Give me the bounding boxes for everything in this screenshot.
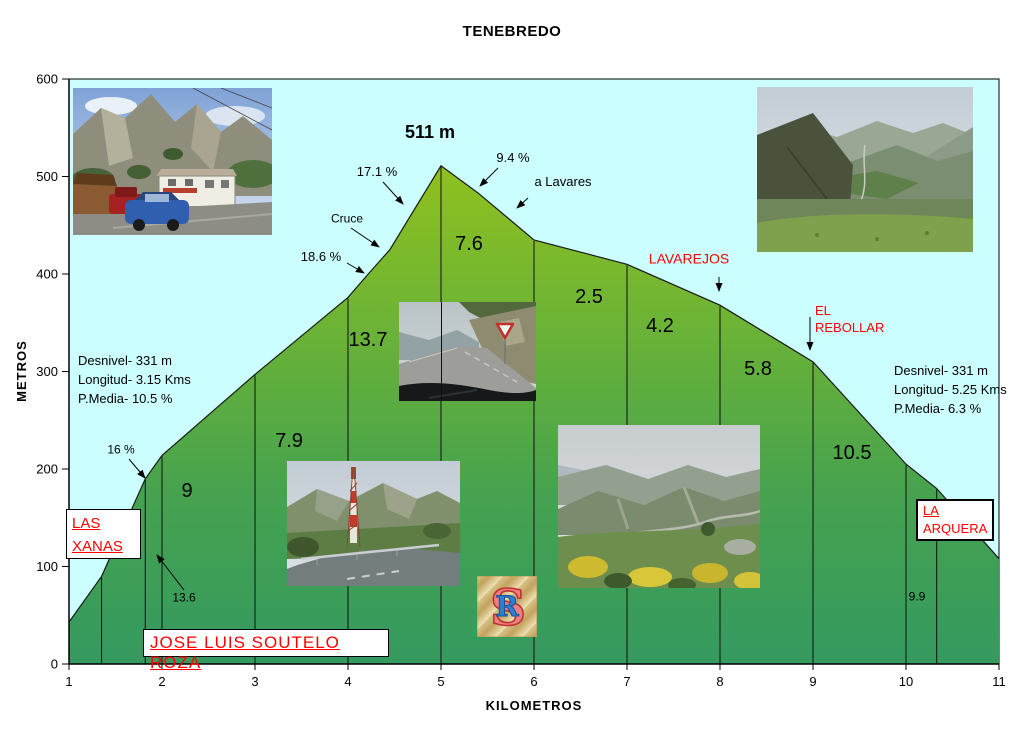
gorse-bush: [568, 556, 608, 578]
climb-pmedia: P.Media- 10.5 %: [78, 390, 173, 406]
x-tick-label: 11: [992, 674, 1006, 689]
segment-grade-13-6: 13.6: [172, 590, 196, 605]
el-rebollar-line1: EL: [815, 303, 831, 318]
x-tick-label: 1: [65, 674, 72, 689]
x-tick-label: 10: [899, 674, 913, 689]
descent-desnivel: Desnivel- 331 m: [894, 363, 988, 378]
y-tick-label: 500: [36, 169, 58, 184]
x-axis-title: KILOMETROS: [485, 697, 583, 713]
gradient-label-9-4: 9.4 %: [496, 149, 530, 165]
arrow-a-lavares: [516, 197, 529, 209]
x-tick-label: 8: [716, 674, 723, 689]
y-tick-label: 100: [36, 559, 58, 574]
la-arquera-line1: LA: [923, 503, 939, 518]
photo-valley: [757, 87, 973, 252]
place-label-el-rebollar: EL REBOLLAR: [815, 303, 884, 336]
segment-grade-4-2: 4.2: [646, 315, 674, 337]
las-xanas-box: LAS XANAS: [66, 509, 141, 559]
author-box: JOSE LUIS SOUTELO ROZA: [143, 629, 389, 672]
arrow-9-4-pct: [479, 167, 499, 187]
summit-label: 511 m: [404, 122, 456, 143]
segment-grade-13-7: 13.7: [348, 329, 388, 351]
waypoint-label-cruce: Cruce: [330, 211, 364, 226]
arrow-16-pct: [128, 458, 146, 479]
meadow: [757, 214, 973, 252]
x-tick-label: 6: [530, 674, 537, 689]
la-arquera-box: LA ARQUERA: [916, 499, 994, 541]
segment-grade-7-9: 7.9: [275, 430, 303, 452]
annotation-arrows: [103, 167, 814, 591]
road: [287, 548, 460, 586]
climb-stats-block: Desnivel- 331 m Longitud- 3.15 Kms P.Med…: [78, 352, 191, 409]
logo-letter-r: R: [495, 590, 519, 623]
x-tick-label: 4: [344, 674, 351, 689]
blue-car: [125, 200, 189, 224]
segment-grade-9-9: 9.9: [908, 589, 926, 604]
chart-title: TENEBREDO: [462, 22, 562, 40]
las-xanas-line1: LAS: [72, 515, 101, 532]
climb-desnivel: Desnivel- 331 m: [78, 353, 172, 368]
warning-sign: [495, 322, 515, 340]
y-tick-label: 600: [36, 72, 58, 87]
gradient-label-17-1: 17.1 %: [356, 163, 398, 179]
segment-grade-7-6: 7.6: [455, 233, 483, 255]
y-tick-label: 200: [36, 462, 58, 477]
arrow-18-6-pct: [346, 262, 365, 274]
descent-longitud: Longitud- 5.25 Kms: [894, 381, 1007, 397]
author-name: JOSE LUIS SOUTELO ROZA: [150, 633, 340, 672]
logo-letter-s: S: [490, 578, 526, 637]
antenna-mast: [346, 466, 361, 548]
las-xanas-line2: XANAS: [72, 538, 123, 555]
descent-pmedia: P.Media- 6.3 %: [894, 400, 982, 416]
descent-stats-block: Desnivel- 331 m Longitud- 5.25 Kms P.Med…: [894, 362, 1007, 419]
segment-grade-5-8: 5.8: [744, 358, 772, 380]
arrow-17-1-pct: [382, 181, 404, 205]
photo-ridge: [558, 425, 760, 588]
segment-grade-10-5: 10.5: [832, 442, 872, 464]
el-rebollar-line2: REBOLLAR: [815, 319, 885, 335]
x-tick-label: 2: [158, 674, 165, 689]
x-tick-label: 5: [437, 674, 444, 689]
segment-grade-2-5: 2.5: [575, 286, 603, 308]
guardrail: [300, 543, 440, 561]
km5-boundary-line-overlay: [441, 302, 442, 401]
y-tick-label: 400: [36, 267, 58, 282]
segment-grade-9: 9: [181, 480, 193, 502]
place-label-lavarejos: LAVAREJOS: [648, 250, 730, 267]
photo-road-sign: [399, 302, 536, 401]
la-arquera-line2: ARQUERA: [923, 521, 988, 536]
arrow-cruce: [350, 227, 380, 248]
arrow-13-6: [156, 554, 185, 591]
photo-house: [73, 88, 272, 235]
photo-antenna: [287, 461, 460, 586]
destination-label-a-lavares: a Lavares: [534, 173, 592, 189]
author-logo: S R: [477, 576, 537, 637]
y-tick-label: 0: [51, 657, 58, 672]
x-tick-label: 9: [809, 674, 816, 689]
y-axis-title: METROS: [13, 340, 29, 402]
gradient-label-18-6: 18.6 %: [300, 248, 342, 264]
x-tick-label: 3: [251, 674, 258, 689]
y-tick-label: 300: [36, 364, 58, 379]
gradient-label-16: 16 %: [107, 442, 135, 457]
x-tick-label: 7: [623, 674, 630, 689]
climb-longitud: Longitud- 3.15 Kms: [78, 371, 191, 387]
elevation-outline: [68, 164, 1000, 623]
